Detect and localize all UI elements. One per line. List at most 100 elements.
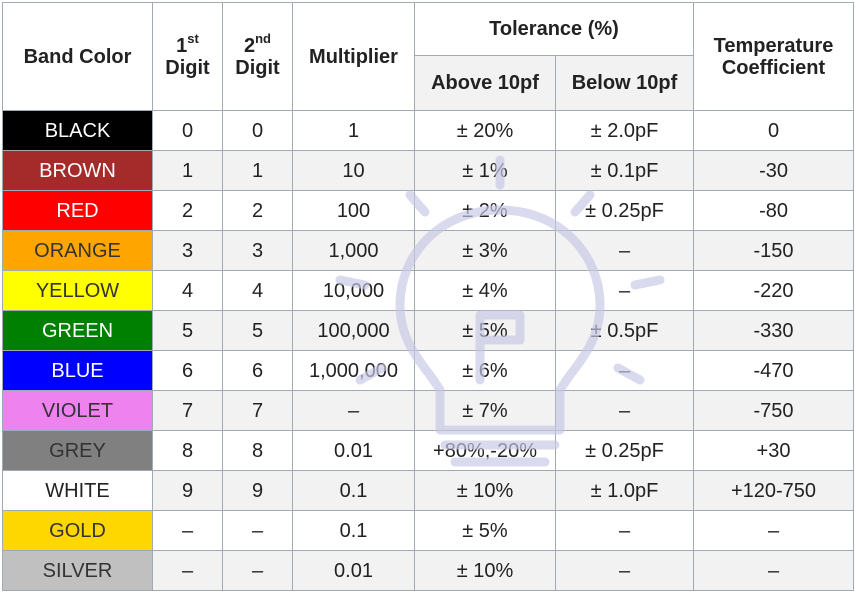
tolerance-below-cell: – bbox=[554, 350, 695, 391]
header-temperature-line1: Temperature bbox=[713, 34, 834, 57]
multiplier-cell: 100,000 bbox=[292, 310, 415, 351]
tolerance-above-cell: ± 20% bbox=[414, 110, 556, 151]
second-digit-cell: 1 bbox=[222, 150, 293, 191]
tolerance-below-cell: – bbox=[554, 550, 695, 591]
band-color-cell: ORANGE bbox=[2, 230, 153, 271]
first-digit-cell: 9 bbox=[152, 470, 223, 511]
tolerance-below-cell: – bbox=[554, 270, 695, 311]
second-digit-cell: 7 bbox=[222, 390, 293, 431]
table-row: BLUE 6 6 1,000,000 ± 6% – -470 bbox=[2, 350, 855, 391]
header-tolerance-below: Below 10pf bbox=[554, 55, 695, 111]
tolerance-below-cell: ± 0.25pF bbox=[554, 430, 695, 471]
second-digit-cell: 5 bbox=[222, 310, 293, 351]
header-temperature-line2: Coefficient bbox=[721, 56, 826, 79]
multiplier-cell: 1,000 bbox=[292, 230, 415, 271]
first-digit-cell: 6 bbox=[152, 350, 223, 391]
header-second-digit: 2nd Digit bbox=[222, 2, 293, 111]
first-digit-cell: 0 bbox=[152, 110, 223, 151]
temperature-coefficient-cell: +30 bbox=[693, 430, 855, 471]
tolerance-above-cell: ± 4% bbox=[414, 270, 556, 311]
first-digit-cell: 4 bbox=[152, 270, 223, 311]
table-row: WHITE 9 9 0.1 ± 10% ± 1.0pF +120-750 bbox=[2, 470, 855, 511]
band-color-cell: SILVER bbox=[2, 550, 153, 591]
multiplier-cell: 1 bbox=[292, 110, 415, 151]
header-temperature-coefficient: Temperature Coefficient bbox=[693, 2, 855, 111]
temperature-coefficient-cell: +120-750 bbox=[693, 470, 855, 511]
table-row: BROWN 1 1 10 ± 1% ± 0.1pF -30 bbox=[2, 150, 855, 191]
temperature-coefficient-cell: -470 bbox=[693, 350, 855, 391]
multiplier-cell: 10 bbox=[292, 150, 415, 191]
table-row: SILVER – –0.01 ± 10% – – bbox=[2, 550, 855, 591]
multiplier-cell: 0.1 bbox=[292, 510, 415, 551]
tolerance-above-cell: ± 2% bbox=[414, 190, 556, 231]
tolerance-below-cell: – bbox=[554, 390, 695, 431]
table-row: GOLD – –0.1 ± 5% – – bbox=[2, 510, 855, 551]
multiplier-cell: 0.01 bbox=[292, 430, 415, 471]
band-color-cell: GREEN bbox=[2, 310, 153, 351]
temperature-coefficient-cell: 0 bbox=[693, 110, 855, 151]
second-digit-cell: 0 bbox=[222, 110, 293, 151]
band-color-cell: GREY bbox=[2, 430, 153, 471]
table-row: RED 2 2 100 ± 2% ± 0.25pF -80 bbox=[2, 190, 855, 231]
tolerance-above-cell: ± 5% bbox=[414, 510, 556, 551]
tolerance-below-cell: ± 2.0pF bbox=[554, 110, 695, 151]
tolerance-above-cell: ± 7% bbox=[414, 390, 556, 431]
second-digit-cell: – bbox=[222, 550, 293, 591]
band-color-cell: RED bbox=[2, 190, 153, 231]
table-row: VIOLET 7 7– ± 7% – -750 bbox=[2, 390, 855, 431]
temperature-coefficient-cell: – bbox=[693, 510, 855, 551]
second-digit-cell: 2 bbox=[222, 190, 293, 231]
band-color-cell: VIOLET bbox=[2, 390, 153, 431]
header-multiplier: Multiplier bbox=[292, 2, 415, 111]
header-second-digit-number: 2 bbox=[243, 34, 256, 57]
tolerance-below-cell: ± 0.25pF bbox=[554, 190, 695, 231]
temperature-coefficient-cell: -330 bbox=[693, 310, 855, 351]
multiplier-cell: 100 bbox=[292, 190, 415, 231]
tolerance-above-cell: ± 6% bbox=[414, 350, 556, 391]
header-first-digit-label: Digit bbox=[165, 56, 210, 79]
header-band-color: Band Color bbox=[2, 2, 153, 111]
tolerance-above-cell: ± 1% bbox=[414, 150, 556, 191]
header-tolerance: Tolerance (%) bbox=[413, 2, 695, 56]
first-digit-cell: 3 bbox=[152, 230, 223, 271]
second-digit-cell: 3 bbox=[222, 230, 293, 271]
band-color-cell: BROWN bbox=[2, 150, 153, 191]
second-digit-cell: 6 bbox=[222, 350, 293, 391]
tolerance-below-cell: ± 0.1pF bbox=[554, 150, 695, 191]
second-digit-cell: 9 bbox=[222, 470, 293, 511]
band-color-cell: YELLOW bbox=[2, 270, 153, 311]
temperature-coefficient-cell: -220 bbox=[693, 270, 855, 311]
first-digit-cell: 1 bbox=[152, 150, 223, 191]
header-tolerance-above: Above 10pf bbox=[414, 55, 556, 111]
tolerance-above-cell: +80%,-20% bbox=[414, 430, 556, 471]
temperature-coefficient-cell: -30 bbox=[693, 150, 855, 191]
header-first-digit-suffix: st bbox=[187, 30, 199, 46]
first-digit-cell: 2 bbox=[152, 190, 223, 231]
tolerance-above-cell: ± 5% bbox=[414, 310, 556, 351]
multiplier-cell: – bbox=[292, 390, 415, 431]
second-digit-cell: – bbox=[222, 510, 293, 551]
header-first-digit: 1st Digit bbox=[152, 2, 223, 111]
temperature-coefficient-cell: -750 bbox=[693, 390, 855, 431]
tolerance-below-cell: ± 1.0pF bbox=[554, 470, 695, 511]
multiplier-cell: 0.01 bbox=[292, 550, 415, 591]
tolerance-above-cell: ± 3% bbox=[414, 230, 556, 271]
multiplier-cell: 10,000 bbox=[292, 270, 415, 311]
first-digit-cell: 7 bbox=[152, 390, 223, 431]
band-color-cell: BLUE bbox=[2, 350, 153, 391]
header-second-digit-label: Digit bbox=[235, 56, 280, 79]
tolerance-below-cell: – bbox=[554, 230, 695, 271]
band-color-cell: BLACK bbox=[2, 110, 153, 151]
table-row: BLACK 0 0 1 ± 20% ± 2.0pF 0 bbox=[2, 110, 855, 151]
temperature-coefficient-cell: -150 bbox=[693, 230, 855, 271]
first-digit-cell: 5 bbox=[152, 310, 223, 351]
band-color-cell: WHITE bbox=[2, 470, 153, 511]
first-digit-cell: – bbox=[152, 510, 223, 551]
table-row: GREEN 5 5 100,000 ± 5% ± 0.5pF -330 bbox=[2, 310, 855, 351]
table-row: YELLOW 4 4 10,000 ± 4% – -220 bbox=[2, 270, 855, 311]
band-color-cell: GOLD bbox=[2, 510, 153, 551]
table-body: BLACK 0 0 1 ± 20% ± 2.0pF 0 BROWN 1 1 10 ± 1% ± 0.1p… bbox=[2, 110, 855, 591]
multiplier-cell: 0.1 bbox=[292, 470, 415, 511]
first-digit-cell: 8 bbox=[152, 430, 223, 471]
